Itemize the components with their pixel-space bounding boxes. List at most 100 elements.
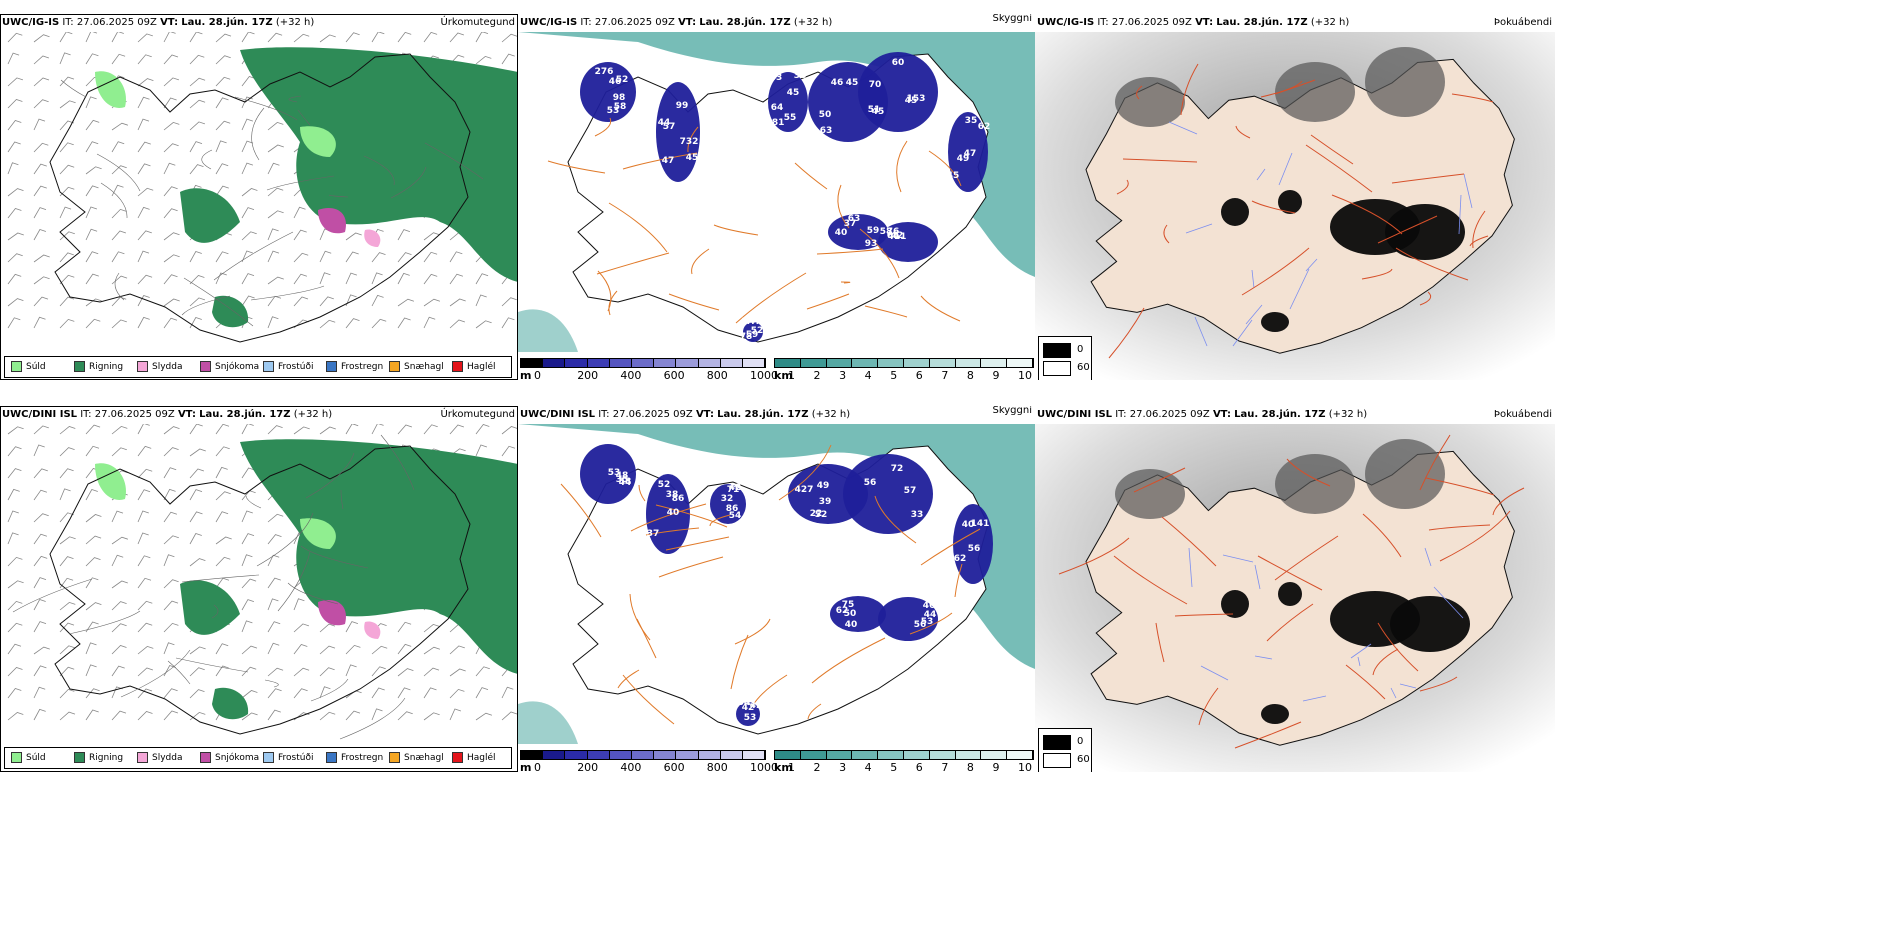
it-label: IT: (580, 17, 592, 28)
wind-barb (189, 77, 206, 87)
wind-barb (267, 688, 282, 699)
colorbar-cell (543, 359, 566, 367)
it-value: 27.06.2025 09Z (94, 409, 175, 420)
road (1362, 513, 1402, 558)
lead-time: (+32 h) (1310, 17, 1350, 28)
road (68, 610, 141, 635)
model-name: UWC/DINI ISL (520, 409, 596, 420)
wind-barb (85, 445, 100, 457)
visibility-label: 411 (888, 232, 907, 242)
wind-barb (371, 708, 383, 721)
wind-barb (137, 295, 150, 307)
it-label: IT: (1115, 409, 1127, 420)
river (1350, 643, 1372, 659)
wind-barb (397, 687, 411, 699)
wind-barb (111, 122, 129, 131)
wind-barb (7, 643, 22, 655)
visibility-label: 93 (865, 239, 878, 249)
legend-swatch (137, 752, 148, 763)
road (256, 512, 314, 567)
wind-barb (449, 708, 462, 721)
wind-barb (293, 598, 305, 611)
wind-barb (7, 580, 24, 589)
legend-swatch (200, 752, 211, 763)
precip-panel-bottom: UWC/DINI ISL IT: 27.06.2025 09Z VT: Lau.… (0, 406, 518, 772)
wind-barb (59, 488, 71, 501)
legend-item: Súld (11, 361, 46, 373)
wind-barb (7, 600, 23, 611)
wind-barb (59, 164, 75, 175)
wind-barb (7, 253, 23, 263)
visibility-label: 53 (608, 468, 621, 478)
wind-barb (267, 554, 280, 567)
fog-legend-label: 0 (1077, 736, 1084, 747)
wind-barb (371, 272, 383, 285)
visibility-label: 56 (864, 478, 877, 488)
wind-barb (293, 688, 308, 699)
river (1458, 194, 1462, 235)
colorbar-tick-label: 7 (941, 761, 949, 772)
wind-barb (33, 276, 50, 285)
visibility-label: 42 (750, 701, 763, 711)
legend-swatch (74, 361, 85, 372)
wind-barb (215, 33, 232, 43)
visibility-label: 153 (907, 94, 926, 104)
road (1428, 524, 1491, 531)
wind-barb (137, 33, 153, 43)
road (201, 149, 213, 170)
wind-barb (423, 667, 440, 677)
road (1155, 622, 1165, 663)
road (1122, 158, 1198, 163)
wind-barb (371, 294, 384, 307)
road (234, 96, 298, 121)
wind-barb (111, 230, 127, 241)
wind-barb (501, 711, 518, 721)
visibility-label: 46 (923, 601, 936, 611)
road (424, 142, 484, 180)
wind-barb (293, 296, 309, 307)
panel-header: UWC/DINI ISL IT: 27.06.2025 09Z VT: Lau.… (0, 406, 518, 424)
visibility-label: 40 (962, 520, 975, 530)
lead-time: (+32 h) (1328, 409, 1368, 420)
legend-swatch (326, 361, 337, 372)
visibility-label: 45 (905, 96, 918, 106)
road (1251, 200, 1296, 214)
visibility-label: 481 (766, 118, 785, 128)
wind-barb (163, 54, 179, 65)
road (1439, 510, 1511, 562)
low-visibility-cluster (710, 484, 746, 524)
drizzle-area (300, 126, 336, 157)
wind-barb (319, 711, 336, 721)
wind-barb (215, 163, 229, 175)
precip-map (0, 32, 518, 380)
wind-barb (137, 468, 153, 479)
wind-barb (7, 317, 21, 329)
wind-barb (345, 272, 358, 285)
river (1194, 316, 1208, 347)
colorbar-cell (609, 359, 632, 367)
visibility-label: 48 (616, 471, 629, 481)
wind-barb (7, 488, 20, 501)
road (310, 678, 349, 702)
wind-barb (319, 272, 331, 285)
colorbar-cell (955, 359, 982, 367)
snow-area (318, 600, 346, 626)
vt-label: VT: (1212, 409, 1231, 420)
colorbar-cell (698, 751, 721, 759)
visibility-label: 57 (904, 486, 917, 496)
river (1463, 173, 1473, 209)
panel-title: Þokuábendi (1493, 17, 1552, 28)
wind-barb (267, 250, 280, 263)
vt-label: VT: (678, 17, 697, 28)
road (1391, 173, 1465, 184)
road (730, 634, 749, 690)
legend-label: Frostregn (341, 753, 384, 763)
wind-barb (397, 272, 410, 285)
road (1241, 247, 1310, 296)
wind-barb (163, 467, 177, 479)
wind-barb (267, 598, 279, 611)
wind-barb (163, 77, 180, 87)
colorbar-tick-label: 1 (788, 761, 795, 772)
wind-barb (33, 686, 46, 699)
wind-barb (449, 424, 465, 435)
